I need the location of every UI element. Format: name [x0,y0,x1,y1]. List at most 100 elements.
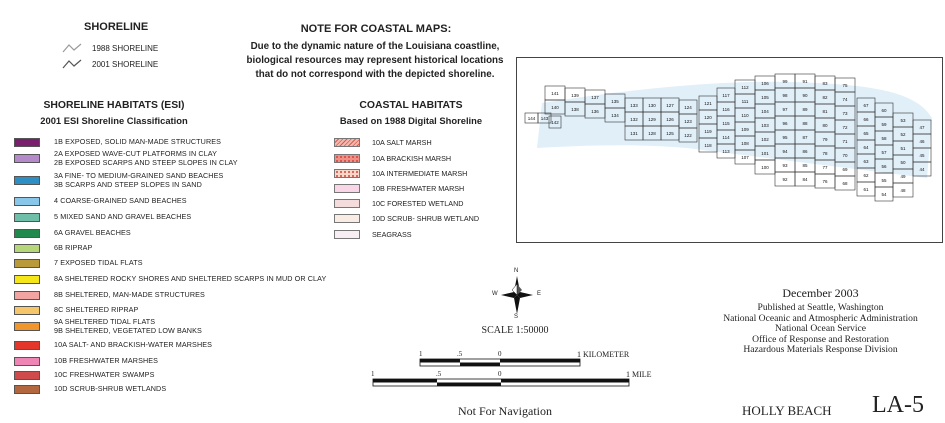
index-cell [912,161,932,177]
index-cell-label: 82 [822,95,828,100]
shoreline-1988-row: 1988 SHORELINE [62,42,158,54]
map-id: LA-5 [872,392,924,418]
esi-heading: SHORELINE HABITATS (ESI) [43,100,185,111]
esi-legend-item: 8C SHELTERED RIPRAP [14,306,138,315]
index-cell-label: 55 [881,178,887,183]
index-cell-label: 142 [551,120,559,125]
esi-legend-item: 9A SHELTERED TIDAL FLATS 9B SHELTERED, VE… [14,317,202,335]
coastal-label: 10A INTERMEDIATE MARSH [372,169,468,178]
index-cell-label: 101 [761,151,769,156]
esi-legend-item: 10A SALT- AND BRACKISH-WATER MARSHES [14,341,212,350]
coastal-swatch [334,199,360,208]
esi-label: 8C SHELTERED RIPRAP [54,306,138,315]
index-cell-label: 103 [761,123,769,128]
index-cell-label: 96 [782,121,788,126]
index-cell-label: 138 [571,107,579,112]
index-cell-label: 50 [900,160,906,165]
publish-date: December 2003 [782,286,859,300]
index-cell-label: 109 [741,127,749,132]
esi-label: 8B SHELTERED, MAN-MADE STRUCTURES [54,291,205,300]
index-cell-label: 92 [782,177,788,182]
esi-legend-item: 1B EXPOSED, SOLID MAN-MADE STRUCTURES [14,138,221,147]
esi-swatch [14,385,40,394]
index-cell-label: 90 [802,93,808,98]
index-cell-label: 128 [648,131,656,136]
index-cell-label: 81 [822,109,828,114]
coastal-swatch [334,230,360,239]
index-cell-label: 70 [842,153,848,158]
note-body: Due to the dynamic nature of the Louisia… [220,40,530,82]
esi-label: 10D SCRUB-SHRUB WETLANDS [54,385,166,394]
index-cell-label: 144 [528,116,536,121]
index-cell [834,175,856,191]
index-cell [678,127,698,143]
esi-label-line: 8B SHELTERED, MAN-MADE STRUCTURES [54,290,205,300]
coastal-label: 10B FRESHWATER MARSH [372,184,465,193]
coastal-swatch [334,169,360,178]
index-cell-label: 54 [881,192,887,197]
index-cell-label: 57 [881,150,887,155]
index-cell-label: 119 [704,129,712,134]
index-cell-label: 78 [822,151,828,156]
index-cell-label: 88 [802,121,808,126]
shoreline-1988-label: 1988 SHORELINE [92,43,159,53]
esi-label: 1B EXPOSED, SOLID MAN-MADE STRUCTURES [54,138,221,147]
coastal-swatch [334,154,360,163]
index-cell-label: 126 [666,117,674,122]
index-cell-label: 66 [863,117,869,122]
index-cell-label: 71 [842,139,848,144]
esi-label: 6B RIPRAP [54,244,92,253]
index-cell-label: 84 [802,177,808,182]
credit-line: National Oceanic and Atmospheric Adminis… [723,312,918,324]
esi-label: 9A SHELTERED TIDAL FLATS 9B SHELTERED, VE… [54,317,202,335]
note-line: biological resources may represent histo… [246,55,504,66]
km-unit: 1 KILOMETER [577,350,630,359]
index-cell-label: 127 [666,103,674,108]
esi-swatch [14,213,40,222]
mi-tick: .5 [436,370,442,378]
coastal-legend-item: 10D SCRUB- SHRUB WETLAND [334,214,479,223]
index-cell-label: 64 [863,145,869,150]
index-cell-label: 123 [684,119,692,124]
esi-label: 3A FINE- TO MEDIUM-GRAINED SAND BEACHES 3… [54,171,223,189]
esi-label-line: 5 MIXED SAND AND GRAVEL BEACHES [54,212,192,222]
esi-swatch [14,138,40,147]
index-cell-label: 65 [863,131,869,136]
index-cell-label: 47 [919,125,925,130]
coastal-label: 10C FORESTED WETLAND [372,199,464,208]
esi-legend-item: 5 MIXED SAND AND GRAVEL BEACHES [14,213,191,222]
index-cell-label: 104 [761,109,769,114]
esi-label-line: 8C SHELTERED RIPRAP [54,305,139,315]
esi-legend-item: 8B SHELTERED, MAN-MADE STRUCTURES [14,291,205,300]
km-tick: 0 [498,350,502,358]
esi-swatch [14,244,40,253]
index-cell-label: 69 [842,167,848,172]
esi-label-line: 4 COARSE-GRAINED SAND BEACHES [54,196,187,206]
esi-swatch [14,357,40,366]
esi-swatch [14,341,40,350]
index-cell-label: 76 [822,179,828,184]
esi-label: 7 EXPOSED TIDAL FLATS [54,259,143,268]
esi-label: 10A SALT- AND BRACKISH-WATER MARSHES [54,341,212,350]
index-cell-label: 108 [741,141,749,146]
esi-label-line: 9B SHELTERED, VEGETATED LOW BANKS [54,325,202,335]
coastal-legend-item: SEAGRASS [334,230,412,239]
coastal-swatch [334,184,360,193]
index-cell-label: 73 [842,111,848,116]
index-cell-label: 100 [761,165,769,170]
index-cell-label: 141 [551,91,559,96]
index-cell-label: 116 [722,107,730,112]
index-cell-label: 132 [630,117,638,122]
index-cell-label: 139 [571,93,579,98]
index-cell-label: 98 [782,93,788,98]
index-cell-label: 49 [900,174,906,179]
shoreline-2001-symbol [62,59,82,69]
esi-label-line: 6B RIPRAP [54,243,93,253]
index-cell-label: 79 [822,137,828,142]
index-cell-label: 63 [863,159,869,164]
esi-label: 4 COARSE-GRAINED SAND BEACHES [54,197,187,206]
index-cell [892,182,914,198]
index-cell-label: 62 [863,173,869,178]
esi-legend-item: 6B RIPRAP [14,244,92,253]
esi-legend-item: 8A SHELTERED ROCKY SHORES AND SHELTERED … [14,275,326,284]
